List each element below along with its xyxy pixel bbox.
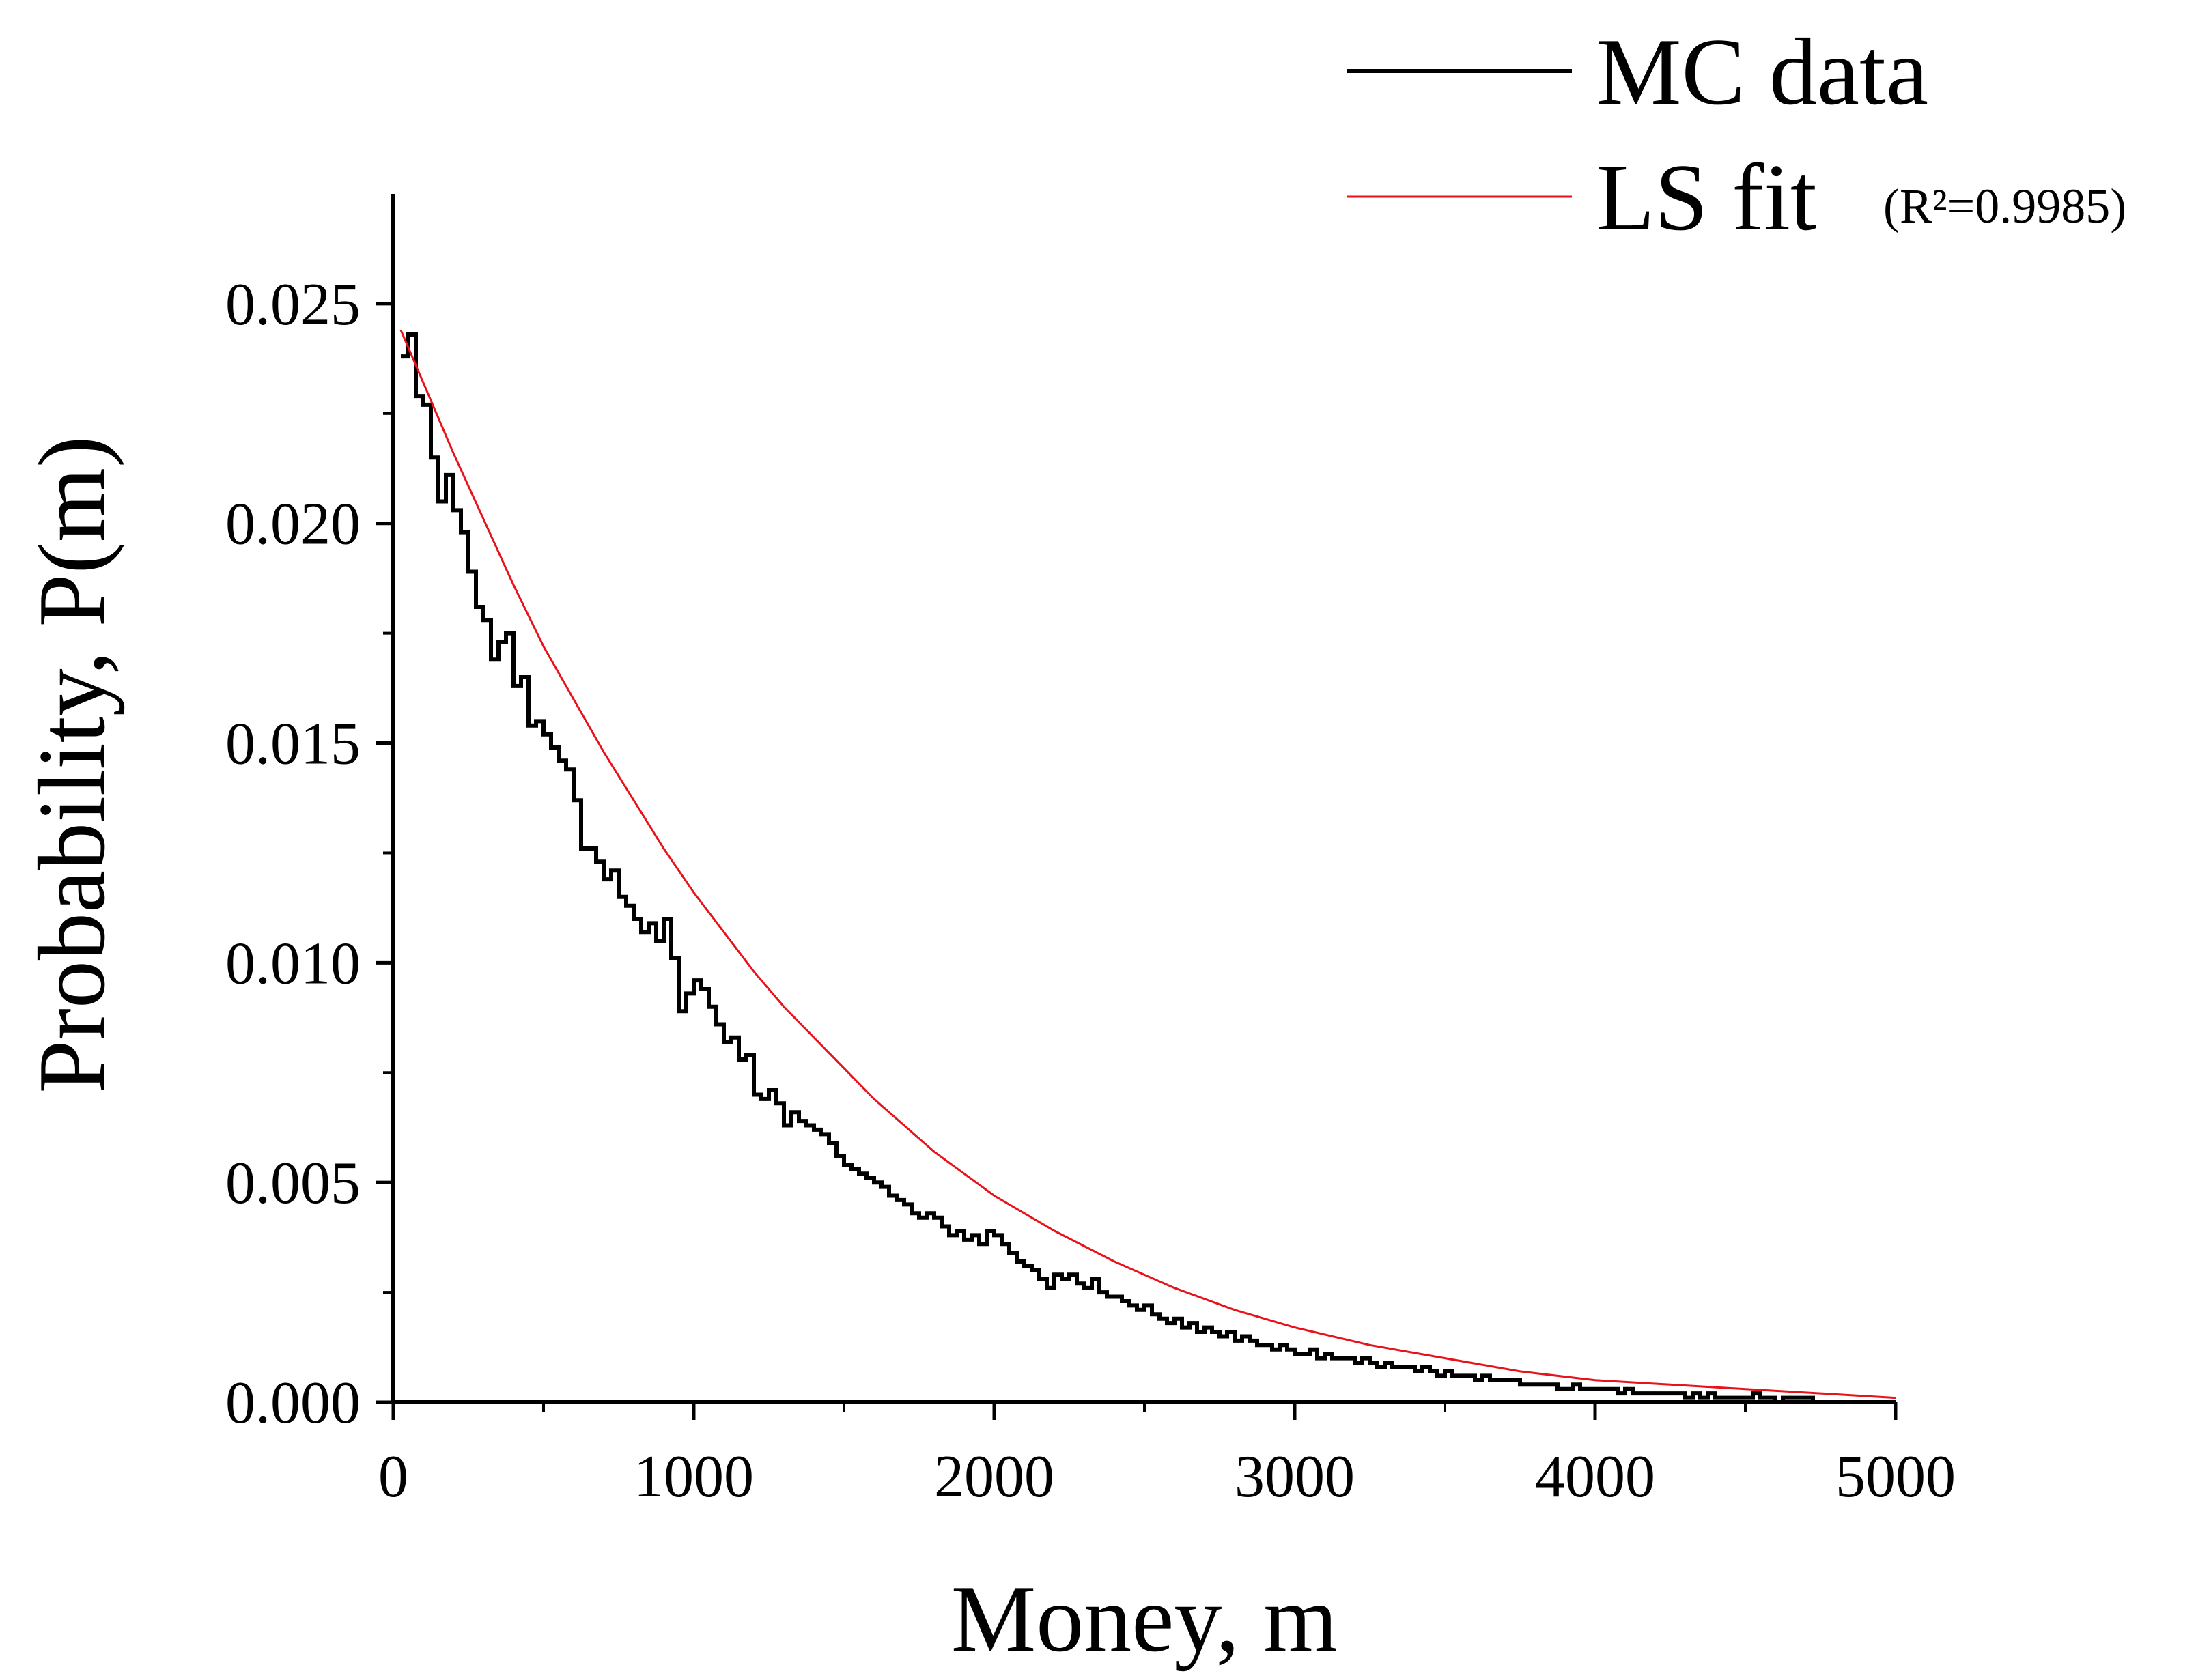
y-tick-label: 0.010 <box>225 930 361 997</box>
x-tick-label: 5000 <box>1835 1444 1956 1510</box>
x-tick-label: 1000 <box>634 1444 754 1510</box>
x-tick-label: 2000 <box>934 1444 1054 1510</box>
y-tick-label: 0.015 <box>225 711 361 778</box>
y-tick-label: 0.025 <box>225 272 361 338</box>
plot-area <box>399 329 1896 1404</box>
legend: MC data LS fit (R²=0.9985) <box>1347 19 2126 251</box>
x-tick-label: 3000 <box>1235 1444 1355 1510</box>
series-mc-data-line <box>401 332 1820 1404</box>
y-axis-title: Probability, P(m) <box>19 436 125 1093</box>
axes <box>391 194 1896 1404</box>
x-tick-label: 0 <box>378 1444 408 1510</box>
y-tick-label: 0.005 <box>225 1150 361 1216</box>
x-axis-title: Money, m <box>951 1566 1338 1672</box>
x-tick-labels: 0 1000 2000 3000 4000 5000 <box>378 1444 1956 1510</box>
axis-titles: Money, m Probability, P(m) <box>19 436 1338 1672</box>
y-tick-label: 0.000 <box>225 1370 361 1436</box>
legend-label-mc-data: MC data <box>1596 19 1928 125</box>
legend-label-ls-fit: LS fit <box>1596 145 1817 251</box>
y-tick-label: 0.020 <box>225 492 361 558</box>
legend-r-squared-annotation: (R²=0.9985) <box>1883 179 2126 233</box>
x-tick-label: 4000 <box>1535 1444 1655 1510</box>
series-ls-fit-line <box>399 329 1896 1399</box>
ticks <box>376 302 1898 1420</box>
y-tick-labels: 0.000 0.005 0.010 0.015 0.020 0.025 <box>225 272 361 1436</box>
